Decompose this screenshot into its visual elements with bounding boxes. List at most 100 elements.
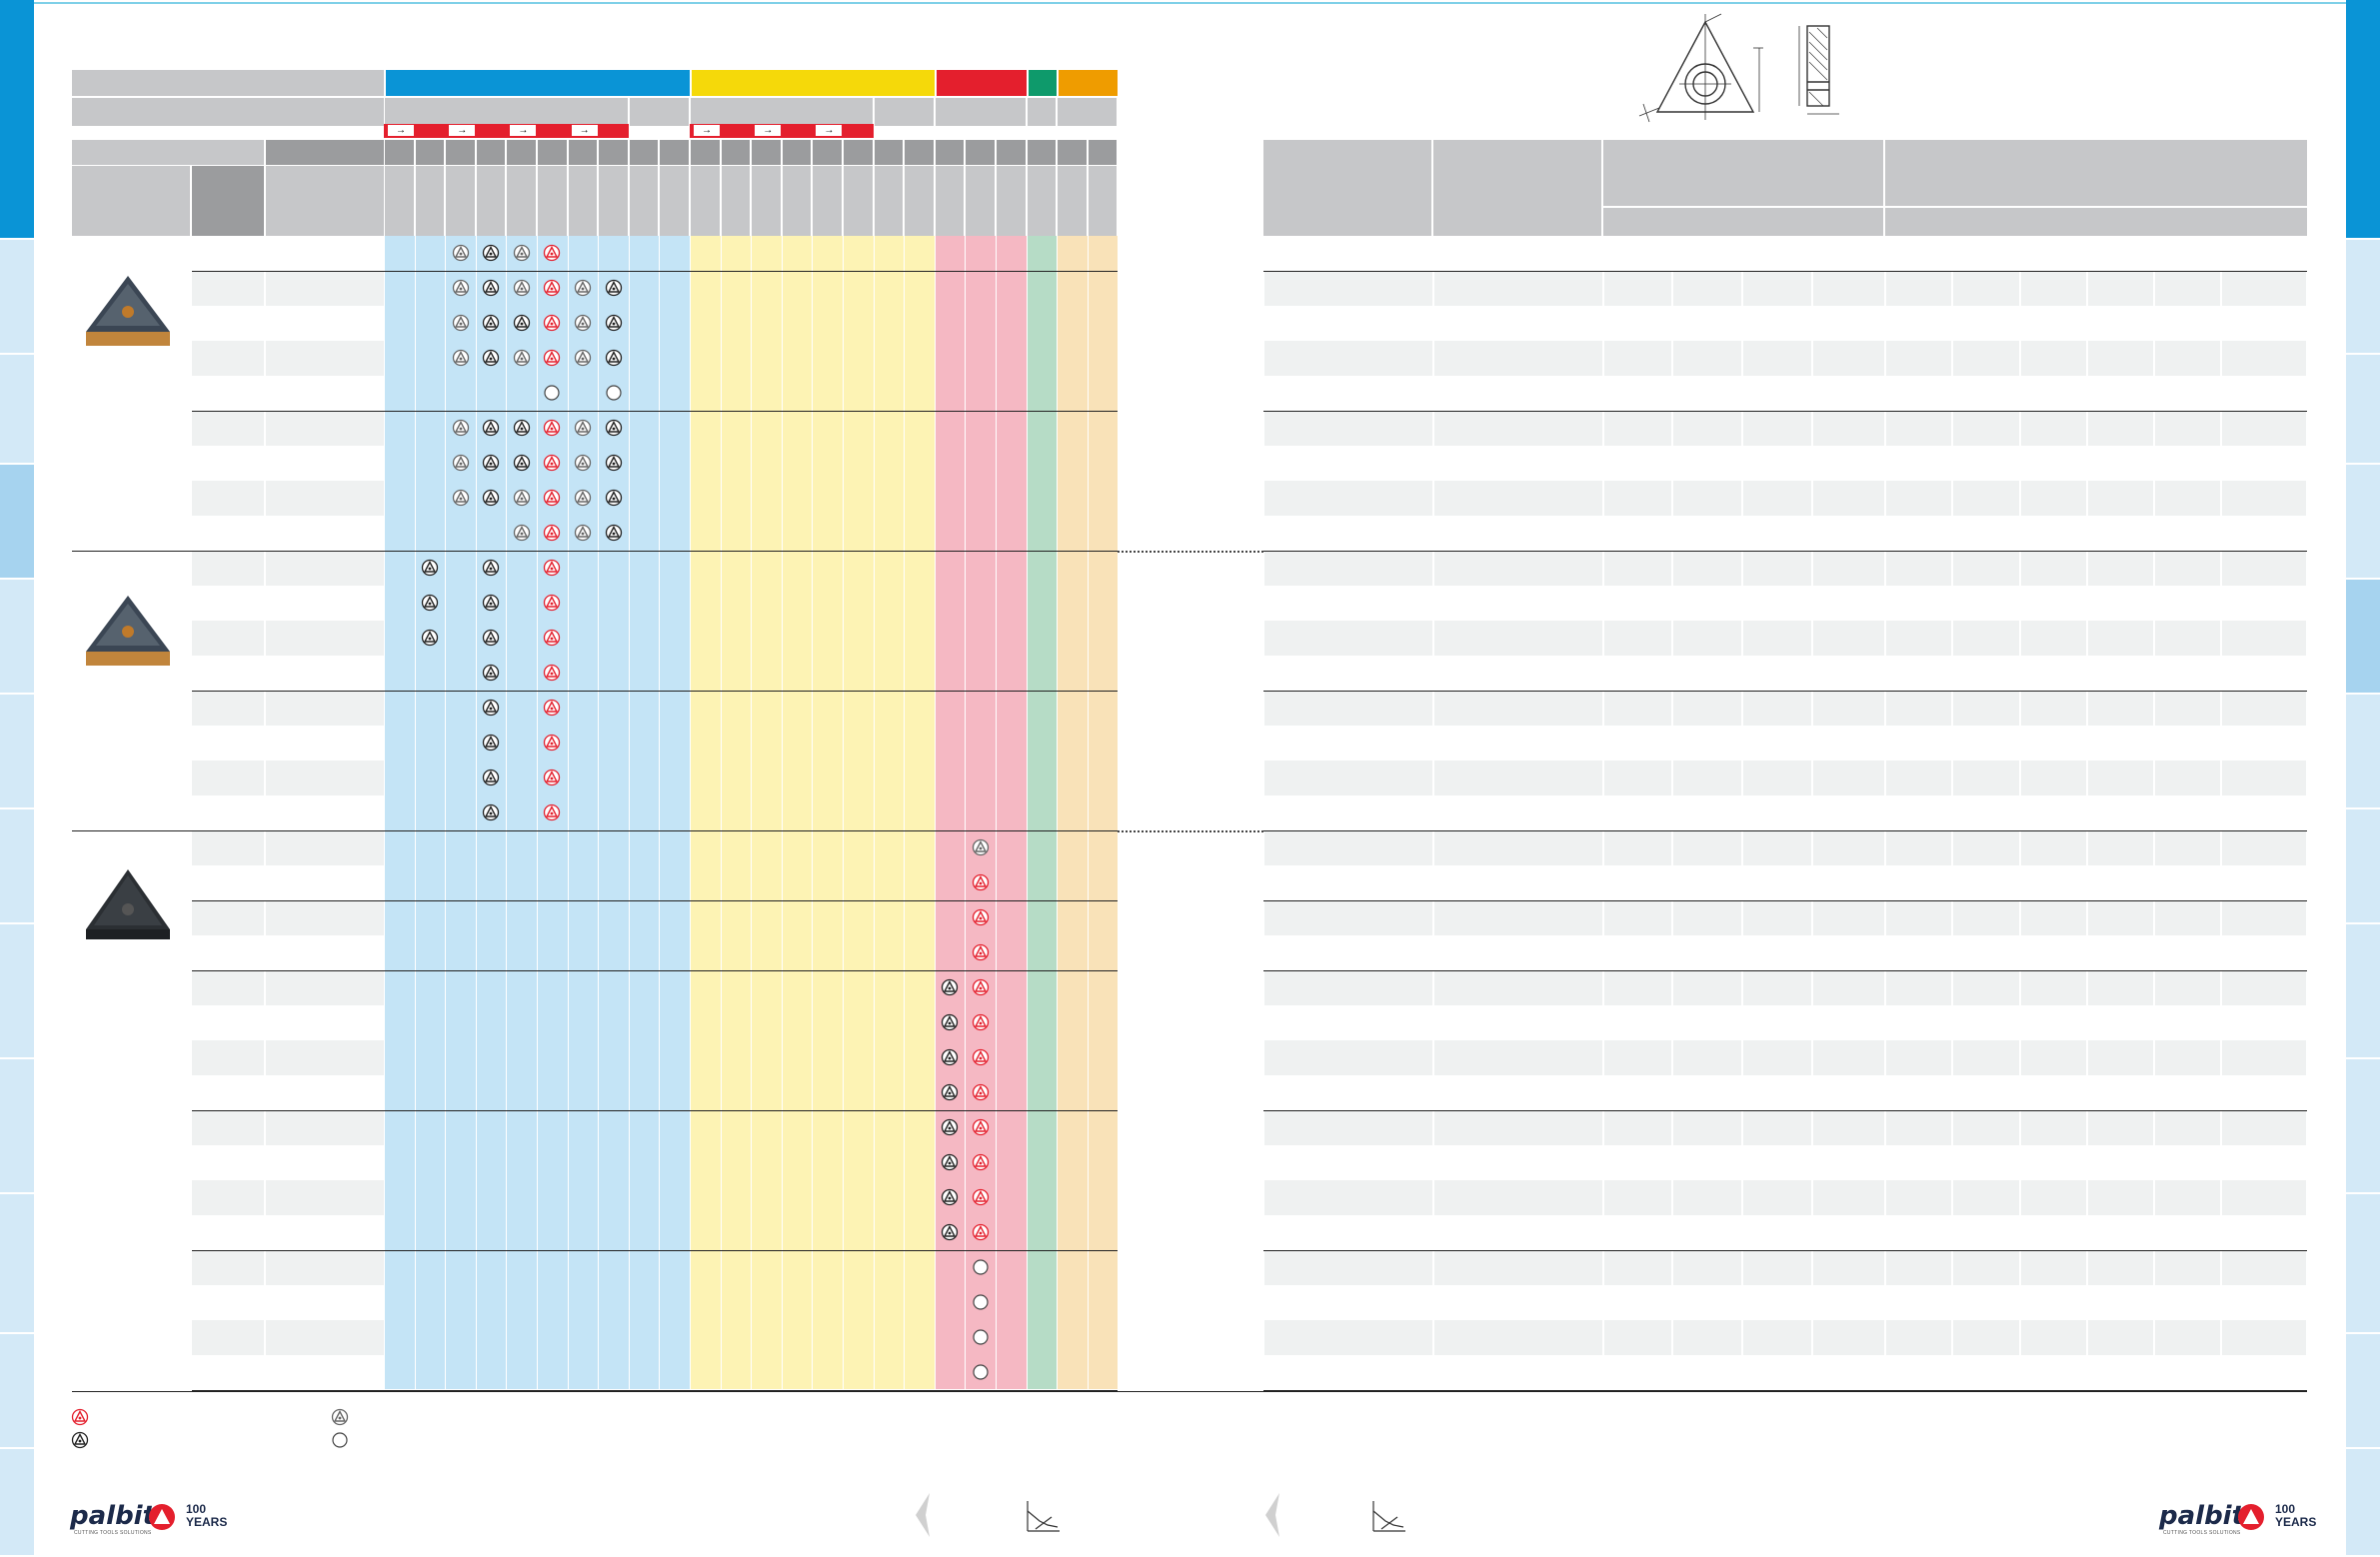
- row-stripe: [1953, 830, 2019, 865]
- row-stripe: [2021, 1180, 2086, 1215]
- chapter-tab[interactable]: [2346, 580, 2380, 695]
- row-stripe: [1886, 481, 1951, 516]
- alternative-grade-gray-triangle-icon: [513, 524, 530, 542]
- row-stripe: [1813, 830, 1884, 865]
- chapter-tab[interactable]: [2346, 240, 2380, 355]
- row-stripe: [1813, 900, 1884, 935]
- coated-grade-dark-triangle-icon: [941, 1048, 959, 1066]
- grade-column: [904, 236, 935, 1389]
- chapter-tab[interactable]: [2346, 809, 2380, 924]
- header-column-cell: [446, 140, 475, 165]
- row-stripe: [1813, 1110, 1884, 1145]
- row-stripe: [1743, 761, 1811, 795]
- chapter-tab[interactable]: [0, 1194, 34, 1334]
- row-stripe: [1434, 481, 1602, 516]
- row-stripe: [1434, 341, 1602, 376]
- row-stripe: [1743, 1250, 1811, 1285]
- chapter-tab[interactable]: [2346, 695, 2380, 809]
- row-stripe: [192, 271, 264, 306]
- chapter-tab[interactable]: [2346, 924, 2380, 1059]
- feed-arrow-label: →: [571, 125, 598, 136]
- row-stripe: [1953, 1320, 2019, 1355]
- coated-grade-red-triangle-icon: [544, 664, 561, 682]
- coated-grade-dark-triangle-icon: [482, 279, 500, 297]
- header-gray-block: [72, 166, 190, 236]
- chapter-tab[interactable]: [2346, 1194, 2380, 1334]
- header-gray-block: [266, 166, 384, 236]
- row-stripe: [1813, 970, 1884, 1005]
- cutting-conditions-chart-icon[interactable]: [1022, 1499, 1062, 1535]
- header-dark-block: [192, 166, 264, 236]
- chapter-tab[interactable]: [0, 240, 34, 355]
- row-stripe: [192, 1040, 264, 1075]
- row-stripe: [266, 970, 384, 1005]
- chapter-tab[interactable]: [0, 355, 34, 465]
- row-stripe: [1673, 900, 1741, 935]
- header-column-cell: [507, 140, 536, 165]
- row-stripe: [192, 1180, 264, 1215]
- row-stripe: [266, 691, 384, 726]
- row-stripe: [1743, 481, 1811, 516]
- header-column-cell: [721, 166, 751, 236]
- row-stripe: [2021, 551, 2086, 586]
- grade-column: [690, 236, 721, 1389]
- row-stripe: [2222, 481, 2306, 516]
- row-stripe: [2155, 1110, 2220, 1145]
- coated-grade-red-triangle-icon: [972, 1083, 989, 1101]
- row-stripe: [1886, 761, 1951, 795]
- header-column-cell: [538, 166, 567, 236]
- chapter-tab[interactable]: [2346, 1449, 2380, 1557]
- row-stripe: [2222, 341, 2306, 376]
- row-stripe: [1743, 621, 1811, 656]
- chapter-tab[interactable]: [0, 465, 34, 580]
- row-stripe: [2155, 1250, 2220, 1285]
- chapter-tab[interactable]: [2346, 355, 2380, 465]
- grade-column: [873, 236, 905, 1389]
- row-stripe: [192, 970, 264, 1005]
- coated-grade-dark-triangle-icon: [605, 314, 622, 332]
- chapter-tab[interactable]: [2346, 1334, 2380, 1449]
- header-column-cell: [782, 166, 812, 236]
- coated-grade-dark-triangle-icon: [605, 489, 622, 507]
- row-stripe: [266, 1040, 384, 1075]
- row-separator: [192, 1250, 1118, 1251]
- chapter-tab[interactable]: [2346, 0, 2380, 240]
- page-back-chevron-icon[interactable]: [912, 1491, 932, 1539]
- alternative-grade-gray-triangle-icon: [331, 1408, 349, 1426]
- row-stripe: [2155, 970, 2220, 1005]
- row-stripe: [2088, 900, 2153, 935]
- chapter-tab[interactable]: [0, 1059, 34, 1194]
- cutting-conditions-chart-icon[interactable]: [1367, 1499, 1407, 1535]
- header-column-cell: [599, 140, 628, 165]
- chapter-tab[interactable]: [0, 695, 34, 809]
- chapter-tab[interactable]: [2346, 1059, 2380, 1194]
- feed-arrow-label: →: [694, 125, 720, 136]
- row-stripe: [1813, 1320, 1884, 1355]
- anniversary-badge: 100 YEARS: [186, 1503, 230, 1533]
- chapter-tab[interactable]: [0, 580, 34, 695]
- alternative-grade-gray-triangle-icon: [452, 454, 469, 472]
- chapter-tab[interactable]: [0, 1334, 34, 1449]
- chapter-tab[interactable]: [0, 924, 34, 1059]
- chapter-tab[interactable]: [0, 809, 34, 924]
- row-stripe: [1813, 1180, 1884, 1215]
- row-separator: [1263, 1250, 2307, 1251]
- row-stripe: [1604, 621, 1671, 656]
- chapter-tab[interactable]: [2346, 465, 2380, 580]
- row-stripe: [192, 1320, 264, 1355]
- triangular-insert-diagram: [1638, 13, 1839, 123]
- chapter-tab[interactable]: [0, 0, 34, 240]
- row-stripe: [1673, 411, 1741, 446]
- row-stripe: [1953, 1250, 2019, 1285]
- on-request-circle-icon: [973, 1294, 989, 1310]
- row-stripe: [2222, 1250, 2306, 1285]
- row-separator: [192, 1110, 1118, 1111]
- row-stripe: [2021, 411, 2086, 446]
- page-back-chevron-icon[interactable]: [1261, 1491, 1281, 1539]
- on-request-circle-icon: [973, 1364, 989, 1380]
- chapter-tab[interactable]: [0, 1449, 34, 1557]
- row-stripe: [2222, 1110, 2306, 1145]
- row-stripe: [1743, 1040, 1811, 1075]
- header-column-cell: [568, 140, 598, 165]
- header-cell: [1885, 208, 2307, 236]
